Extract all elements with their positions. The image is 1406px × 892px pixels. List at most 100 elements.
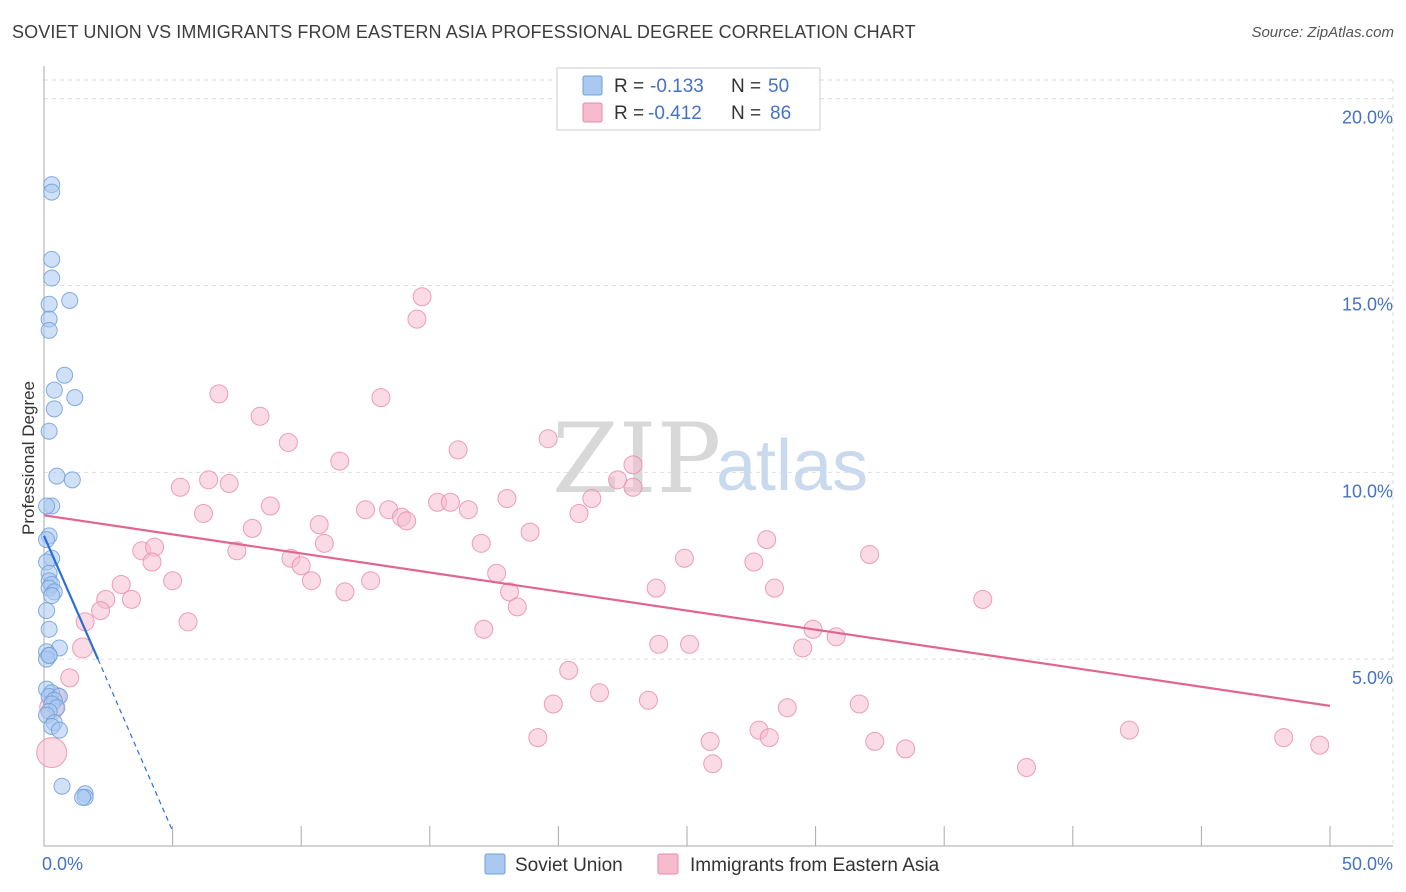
asia-point-35 — [227, 541, 247, 561]
legend-r-label-soviet: R = — [614, 76, 644, 97]
asia-point-79 — [896, 739, 916, 759]
soviet-point-2 — [43, 250, 61, 268]
soviet-point-10 — [66, 389, 84, 407]
source-label: Source: ZipAtlas.com — [1251, 24, 1394, 41]
asia-point-48 — [500, 582, 520, 602]
soviet-point-49 — [74, 788, 92, 806]
asia-point-81 — [1274, 728, 1294, 748]
watermark: ZIP atlas — [552, 403, 868, 515]
asia-point-44 — [487, 563, 507, 583]
asia-point-18 — [440, 492, 460, 512]
asia-point-9 — [623, 455, 643, 475]
soviet-point-3 — [43, 269, 61, 287]
soviet-point-14 — [63, 471, 81, 489]
x-tick-labels: 0.0% 50.0% — [42, 854, 1393, 874]
soviet-point-13 — [48, 467, 66, 485]
soviet-point-6 — [40, 321, 58, 339]
soviet-point-7 — [61, 291, 79, 309]
asia-point-84 — [703, 754, 723, 774]
soviet-point-16 — [38, 497, 56, 515]
asia-point-65 — [559, 660, 579, 680]
asia-point-24 — [397, 511, 417, 531]
watermark-atlas: atlas — [716, 426, 868, 506]
correlation-legend: R = -0.133 N = 50 R = -0.412 N = 86 — [556, 67, 821, 131]
x-tick-max: 50.0% — [1342, 854, 1393, 874]
legend-r-label-asia: R = — [614, 103, 644, 124]
soviet-point-28 — [40, 620, 58, 638]
asia-point-82 — [1310, 735, 1330, 755]
asia-point-31 — [471, 533, 491, 553]
series-asia-points — [36, 287, 1330, 778]
asia-point-7 — [538, 429, 558, 449]
soviet-point-1 — [43, 183, 61, 201]
soviet-trend-extension — [97, 658, 174, 832]
asia-point-56 — [178, 612, 198, 632]
asia-point-49 — [646, 578, 666, 598]
chart-title: SOVIET UNION VS IMMIGRANTS FROM EASTERN … — [12, 22, 916, 42]
asia-point-67 — [590, 683, 610, 703]
bottom-legend-swatch-asia — [657, 853, 679, 875]
bottom-legend-soviet: Soviet Union — [515, 855, 623, 876]
asia-point-55 — [507, 597, 527, 617]
trend-lines — [42, 514, 1331, 832]
asia-point-53 — [121, 589, 141, 609]
asia-point-46 — [361, 571, 381, 591]
asia-point-13 — [219, 474, 239, 494]
asia-point-27 — [309, 515, 329, 535]
asia-point-73 — [849, 694, 869, 714]
asia-point-43 — [163, 571, 183, 591]
y-tick-label-2: 15.0% — [1342, 295, 1393, 315]
asia-point-71 — [638, 690, 658, 710]
asia-point-29 — [520, 522, 540, 542]
asia-point-12 — [199, 470, 219, 490]
asia-point-14 — [170, 477, 190, 497]
asia-point-42 — [111, 574, 131, 594]
asia-point-40 — [142, 552, 162, 572]
legend-n-label-soviet: N = — [731, 76, 761, 97]
soviet-point-9 — [45, 381, 63, 399]
legend-n-value-soviet: 50 — [768, 76, 789, 97]
legend-r-value-soviet: -0.133 — [650, 76, 704, 97]
asia-point-70 — [543, 694, 563, 714]
x-tick-min: 0.0% — [42, 854, 83, 874]
series-legend: Soviet Union Immigrants from Eastern Asi… — [484, 853, 940, 876]
soviet-trend-line — [42, 535, 100, 660]
asia-point-30 — [314, 533, 334, 553]
asia-point-51 — [973, 589, 993, 609]
soviet-point-11 — [45, 400, 63, 418]
asia-point-62 — [649, 634, 669, 654]
asia-point-0 — [412, 287, 432, 307]
asia-point-57 — [91, 601, 111, 621]
asia-point-8 — [330, 451, 350, 471]
asia-point-38 — [860, 545, 880, 565]
legend-r-value-asia: -0.412 — [648, 103, 702, 124]
asia-point-37 — [674, 548, 694, 568]
asia-point-5 — [278, 432, 298, 452]
asia-point-64 — [793, 638, 813, 658]
asia-point-63 — [680, 634, 700, 654]
soviet-point-33 — [40, 646, 58, 664]
y-tick-label-0: 5.0% — [1352, 668, 1393, 688]
asia-point-60 — [826, 627, 846, 647]
asia-point-80 — [1119, 720, 1139, 740]
y-tick-label-1: 10.0% — [1342, 481, 1393, 501]
asia-point-58 — [474, 619, 494, 639]
asia-point-41 — [291, 556, 311, 576]
asia-point-10 — [608, 470, 628, 490]
asia-point-6 — [448, 440, 468, 460]
asia-point-16 — [582, 488, 602, 508]
legend-n-value-asia: 86 — [770, 103, 791, 124]
asia-point-66 — [60, 668, 80, 688]
soviet-point-8 — [56, 366, 74, 384]
soviet-point-45 — [50, 721, 68, 739]
y-tick-labels: 5.0% 10.0% 15.0% 20.0% — [1342, 108, 1393, 688]
soviet-point-27 — [38, 602, 56, 620]
asia-point-76 — [700, 731, 720, 751]
asia-trend-line — [43, 514, 1331, 707]
soviet-point-12 — [40, 422, 58, 440]
legend-swatch-soviet — [582, 75, 603, 96]
legend-n-label-asia: N = — [731, 103, 761, 124]
soviet-point-26 — [43, 587, 61, 605]
asia-point-25 — [193, 503, 213, 523]
